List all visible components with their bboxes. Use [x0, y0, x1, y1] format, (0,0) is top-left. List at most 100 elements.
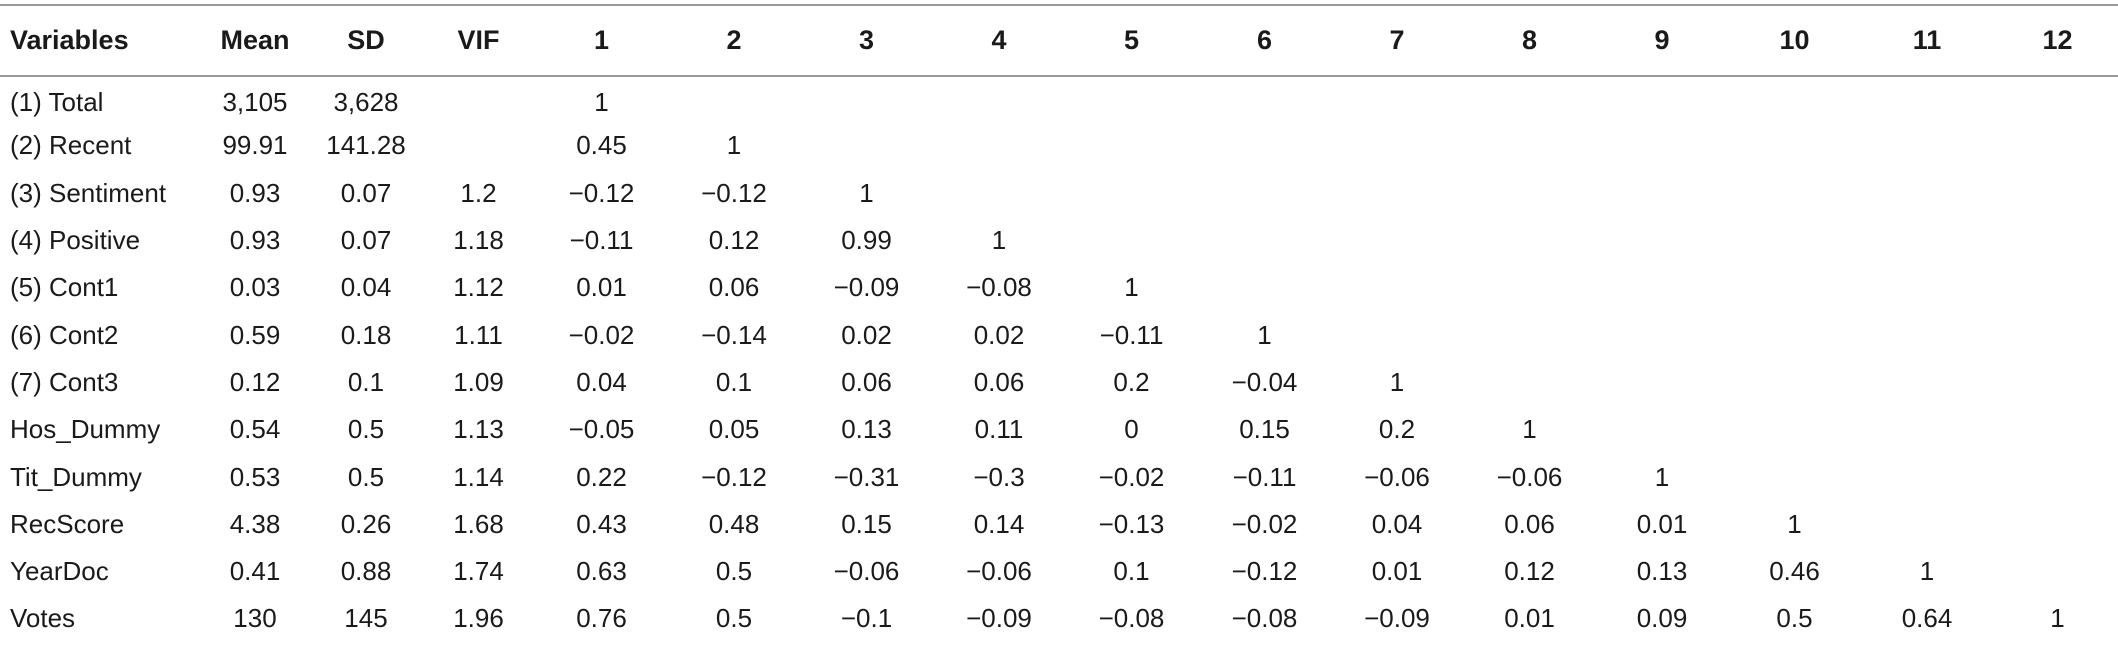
table-cell: 0.54 — [229, 414, 281, 445]
table-cell: 0.13 — [841, 414, 892, 445]
table-cell: 0.5 — [347, 414, 385, 445]
table-top-rule — [0, 4, 2118, 6]
table-cell: 0.06 — [841, 366, 892, 397]
table-cell — [1065, 75, 1198, 122]
table-cell: 0.01 — [1636, 508, 1688, 539]
table-row: (4) Positive 0.93 0.07 1.18 −0.11 0.12 0.99 1 — [0, 217, 2118, 264]
table-cell: 1 — [2050, 603, 2065, 634]
table-cell — [1728, 170, 1861, 217]
table-cell: 0.15 — [1239, 414, 1290, 445]
table-cell: 0.5 — [715, 556, 753, 587]
table-cell: 0.93 — [229, 225, 281, 256]
table-cell: 0.1 — [715, 366, 753, 397]
table-cell — [1331, 75, 1463, 122]
table-cell: 130 — [233, 603, 277, 634]
table-cell: 1.18 — [453, 225, 504, 256]
table-cell: −0.06 — [1496, 461, 1563, 492]
row-label: (1) Total — [10, 87, 104, 118]
table-cell: 1 — [1124, 272, 1139, 303]
table-cell — [1463, 359, 1596, 406]
table-cell: 0.01 — [576, 272, 627, 303]
row-label: (4) Positive — [10, 225, 141, 256]
table-cell: 0.1 — [1113, 556, 1150, 587]
table-cell — [1993, 122, 2118, 169]
table-cell: −0.06 — [833, 556, 900, 587]
row-label: YearDoc — [10, 556, 109, 587]
table-cell: 0.11 — [974, 414, 1024, 445]
table-cell: −0.06 — [1364, 461, 1430, 492]
table-cell: 0.02 — [973, 319, 1025, 350]
table-cell: 0.04 — [576, 366, 627, 397]
table-cell: 1 — [726, 130, 742, 161]
table-cell — [1463, 217, 1596, 264]
table-cell: 1.11 — [454, 319, 503, 350]
table-cell — [1596, 170, 1728, 217]
table-cell — [1861, 264, 1993, 311]
table-row: Tit_Dummy 0.53 0.5 1.14 0.22 −0.12 −0.31 −0.3 −0… — [0, 453, 2118, 500]
table-row: (7) Cont3 0.12 0.1 1.09 0.04 0.1 0.06 0.06 0.2 −0… — [0, 359, 2118, 406]
table-cell — [1065, 122, 1198, 169]
table-cell: 1 — [1257, 319, 1272, 350]
table-cell: 1 — [1389, 366, 1405, 397]
table-cell: 0.45 — [576, 130, 627, 161]
table-cell: 1.2 — [460, 177, 497, 208]
table-cell — [1861, 359, 1993, 406]
table-cell: −0.12 — [701, 177, 767, 208]
table-cell — [1331, 217, 1463, 264]
table-cell: −0.08 — [966, 272, 1032, 303]
table-cell — [1993, 264, 2118, 311]
table-cell: 1.09 — [453, 366, 504, 397]
row-label: Tit_Dummy — [10, 461, 142, 492]
table-cell: 0.53 — [229, 461, 281, 492]
table-cell: −0.08 — [1098, 603, 1165, 634]
table-cell: 0.12 — [1504, 556, 1555, 587]
table-cell: 0.41 — [229, 556, 281, 587]
table-cell: 0.12 — [708, 225, 760, 256]
table-row: RecScore 4.38 0.26 1.68 0.43 0.48 0.15 0.14 −0.1… — [0, 501, 2118, 548]
row-label: (3) Sentiment — [10, 177, 167, 208]
table-cell: 1 — [1787, 508, 1802, 539]
table-cell: 0.5 — [715, 603, 753, 634]
table-cell: −0.09 — [1364, 603, 1430, 634]
table-cell: 0.14 — [973, 508, 1025, 539]
table-cell: 1.74 — [453, 556, 504, 587]
table-cell: 0.63 — [576, 556, 627, 587]
table-cell: −0.05 — [568, 414, 635, 445]
table-cell: 1.68 — [453, 508, 504, 539]
table-cell: −0.02 — [1098, 461, 1165, 492]
table-row: Hos_Dummy 0.54 0.5 1.13 −0.05 0.05 0.13 0.11 0 0.… — [0, 406, 2118, 453]
table-cell: −0.13 — [1098, 508, 1165, 539]
table-row: (6) Cont2 0.59 0.18 1.11 −0.02 −0.14 0.02 0.02 −… — [0, 311, 2118, 358]
table-cell — [1065, 170, 1198, 217]
table-cell: 0.1 — [347, 366, 385, 397]
table-cell — [933, 170, 1065, 217]
row-label: (5) Cont1 — [10, 272, 119, 303]
column-header-12: 12 — [2042, 25, 2073, 55]
column-header-7: 7 — [1389, 25, 1405, 55]
table-cell: −0.12 — [568, 177, 635, 208]
column-header-9: 9 — [1654, 25, 1670, 55]
table-body: (1) Total 3,105 3,628 1 (2) Recent 99.91 141.2… — [0, 75, 2118, 643]
table-cell: 0.07 — [340, 177, 392, 208]
table-cell: −0.02 — [1231, 508, 1298, 539]
table-cell: 0.04 — [340, 272, 392, 303]
table-cell: −0.14 — [701, 319, 767, 350]
table-cell: 3,105 — [222, 87, 288, 118]
table-cell: −0.3 — [973, 461, 1025, 492]
table-cell — [1596, 75, 1728, 122]
row-label: Hos_Dummy — [10, 414, 161, 445]
table-cell — [1728, 453, 1861, 500]
table-cell: 0.5 — [1776, 603, 1813, 634]
column-header-sd: SD — [347, 25, 385, 55]
table-cell — [1861, 311, 1993, 358]
table-cell — [1728, 75, 1861, 122]
table-cell: 0.43 — [576, 508, 627, 539]
column-header-8: 8 — [1521, 25, 1538, 55]
table-cell: 0.46 — [1769, 556, 1820, 587]
table-cell: 1.96 — [453, 603, 504, 634]
table-cell: 0.2 — [1378, 414, 1416, 445]
table-cell: 3,628 — [333, 87, 399, 118]
table-cell: 1 — [859, 177, 874, 208]
table-cell — [1993, 501, 2118, 548]
table-cell: 0.48 — [708, 508, 760, 539]
